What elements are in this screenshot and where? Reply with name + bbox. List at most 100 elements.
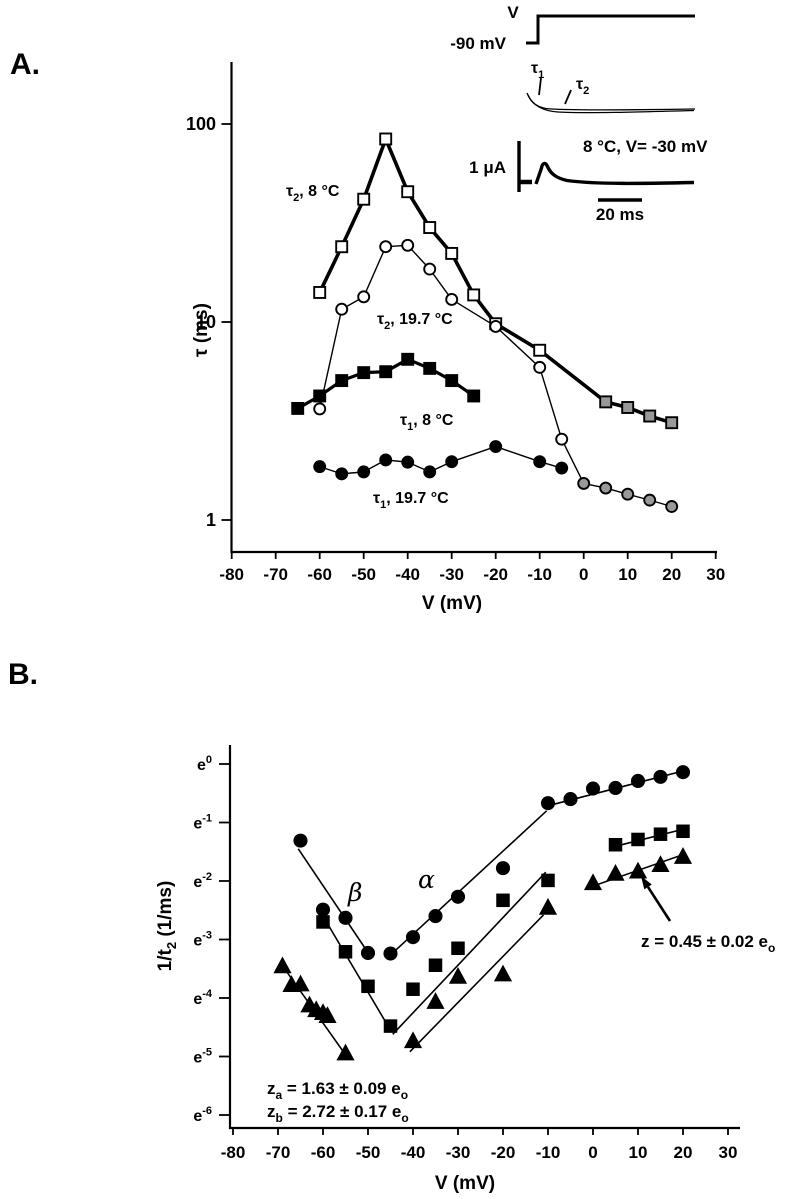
y-axis-title: 1/t2 (1/ms): [155, 881, 179, 972]
series-rate-triangles: [273, 847, 693, 1061]
square-marker: [401, 352, 415, 366]
panel-a-axes: -80 -70 -60 -50 -40 -30 -20 -10 0 10 20 30 1 10 100 V (…: [186, 62, 725, 614]
circle-marker: [338, 910, 353, 925]
circle-marker: [555, 432, 569, 446]
x-tick-label: 10: [629, 1143, 648, 1162]
x-tick-label: -60: [307, 565, 332, 584]
triangle-marker: [583, 873, 603, 891]
series-tau1-8C: τ1, 8 °C: [291, 352, 481, 433]
triangle-marker: [336, 1043, 355, 1061]
square-marker: [423, 361, 437, 375]
circle-marker: [533, 360, 547, 374]
current-trace: [534, 161, 695, 186]
circle-marker: [360, 945, 376, 961]
square-marker: [316, 915, 330, 929]
square-marker: [357, 192, 371, 206]
series-label-tau2-19.7C: τ2, 19.7 °C: [377, 311, 453, 332]
asc-squares-fit: [392, 871, 547, 1035]
series-tau1-19.7C: τ1, 19.7 °C: [313, 440, 569, 511]
circle-marker: [401, 238, 415, 252]
square-marker: [445, 374, 459, 388]
circle-marker: [563, 792, 578, 807]
y-tick-label: e-2: [193, 871, 212, 891]
series-label-tau2-8C: τ2, 8 °C: [286, 183, 340, 204]
x-tick-label: -50: [351, 565, 376, 584]
x-tick-label: -80: [221, 1143, 246, 1162]
series-label-tau1-8C: τ1, 8 °C: [400, 412, 454, 433]
square-marker: [541, 873, 555, 888]
triangle-marker: [448, 966, 468, 984]
series-line: [318, 137, 673, 425]
circle-marker: [599, 481, 613, 495]
x-tick-label: -50: [356, 1143, 381, 1162]
circle-marker: [445, 455, 459, 469]
series-tau2-19.7C: τ2, 19.7 °C: [313, 238, 679, 513]
circle-marker: [293, 833, 308, 848]
square-marker: [357, 366, 371, 380]
x-tick-label: -10: [536, 1143, 561, 1162]
circle-marker: [450, 889, 466, 904]
square-marker: [428, 958, 443, 972]
x-tick-label: -40: [395, 565, 420, 584]
square-marker: [467, 288, 481, 302]
circle-marker: [675, 765, 691, 780]
x-tick-label: -80: [219, 565, 244, 584]
square-marker: [291, 401, 305, 415]
alpha-label: α: [418, 865, 435, 894]
square-marker: [451, 941, 465, 956]
circle-marker: [665, 500, 679, 513]
x-tick-label: 0: [588, 1143, 597, 1162]
panel-b-label: B.: [8, 658, 38, 691]
square-marker: [467, 389, 481, 403]
y-tick-label: 1: [206, 510, 216, 530]
square-marker: [383, 1019, 398, 1033]
square-marker: [621, 401, 635, 414]
panel-b-chart: -80 -70 -60 -50 -40 -30 -20 -10 0 10 20 30 e0 e-1 e-2 e…: [155, 745, 775, 1194]
square-marker: [533, 343, 547, 357]
panel-a-chart: -80 -70 -60 -50 -40 -30 -20 -10 0 10 20 30 1 10 100 V (…: [186, 3, 725, 614]
circle-marker: [608, 780, 623, 796]
circle-marker: [423, 465, 437, 479]
x-tick-label: 20: [662, 565, 681, 584]
circle-marker: [313, 402, 327, 416]
y-tick-label: e0: [197, 754, 212, 774]
tau1-pointer-dash: [538, 77, 542, 96]
x-tick-label: -70: [263, 565, 288, 584]
annotation-arrow-head: [641, 876, 652, 890]
fast-decay-trace: [526, 92, 696, 111]
y-tick-label: e-6: [193, 1105, 212, 1125]
x-tick-label: 0: [579, 565, 588, 584]
x-tick-label: -60: [311, 1143, 336, 1162]
x-tick-label: -40: [401, 1143, 426, 1162]
left-squares-fit: [322, 915, 392, 1031]
square-marker: [665, 416, 679, 430]
inset-time-scale-label: 20 ms: [596, 205, 644, 224]
series-rate-squares-8C: [316, 824, 690, 1033]
inset-v-label: V: [507, 3, 519, 22]
triangle-marker: [538, 897, 558, 915]
square-marker: [379, 365, 393, 379]
panel-b-annotations: β α z = 0.45 ± 0.02 eo za = 1.63 ± 0.09 eoz…: [267, 865, 775, 1125]
square-marker: [313, 286, 327, 299]
inset-condition-label: 8 °C, V= -30 mV: [583, 137, 708, 156]
x-tick-label: -20: [483, 565, 508, 584]
series-rate-circles-19.7C: [293, 765, 691, 961]
triangle-marker: [403, 1031, 423, 1049]
y-axis-title: τ (ms): [191, 303, 212, 357]
circle-marker: [428, 909, 443, 924]
circle-marker: [405, 930, 421, 945]
x-tick-label: -10: [527, 565, 552, 584]
circle-marker: [379, 453, 393, 467]
square-marker: [335, 240, 349, 254]
circle-marker: [383, 946, 398, 961]
triangle-marker: [493, 964, 513, 982]
panel-a-label: A.: [10, 48, 40, 81]
x-tick-label: -30: [439, 565, 464, 584]
square-marker: [401, 185, 415, 199]
square-marker: [379, 132, 393, 146]
x-tick-label: 20: [674, 1143, 693, 1162]
y-tick-label: e-5: [193, 1047, 212, 1067]
circle-marker: [585, 781, 601, 796]
circle-marker: [379, 240, 393, 254]
square-marker: [608, 837, 623, 852]
